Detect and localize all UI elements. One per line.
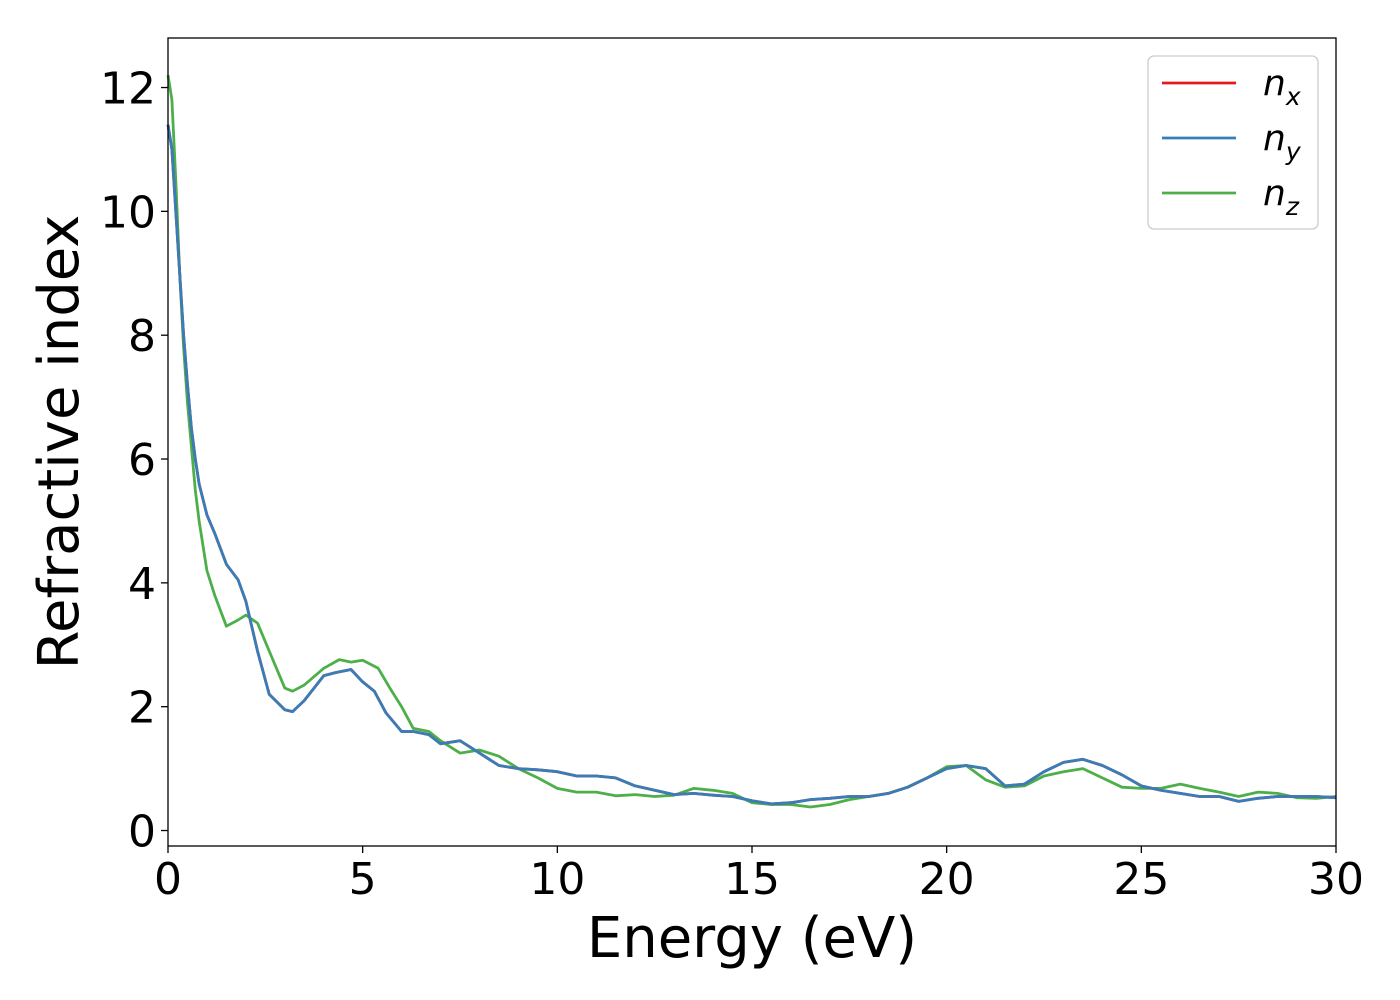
x-tick-label: 10 (529, 854, 585, 905)
y-tick-label: 10 (100, 187, 156, 238)
series-layer (166, 74, 1337, 809)
x-tick-label: 20 (919, 854, 975, 905)
legend-label-nz: nz (1263, 173, 1300, 221)
x-tick-label: 15 (724, 854, 780, 905)
x-tick-label: 30 (1308, 854, 1364, 905)
y-ticks: 0 2 4 6 8 10 12 (100, 64, 168, 858)
legend-box (1147, 55, 1319, 230)
x-ticks: 0 5 10 15 20 25 30 (154, 846, 1364, 905)
y-tick-label: 8 (128, 311, 156, 362)
y-tick-label: 2 (128, 683, 156, 734)
x-axis-label: Energy (eV) (587, 906, 917, 971)
y-tick-label: 0 (128, 807, 156, 858)
y-axis-label: Refractive index (27, 215, 92, 670)
series-line-nz (166, 74, 1337, 809)
x-tick-label: 5 (349, 854, 377, 905)
series-line-ny (166, 124, 1337, 806)
x-tick-label: 25 (1113, 854, 1169, 905)
y-tick-label: 6 (128, 435, 156, 486)
y-tick-label: 4 (128, 559, 156, 610)
y-tick-label: 12 (100, 64, 156, 115)
x-tick-label: 0 (154, 854, 182, 905)
